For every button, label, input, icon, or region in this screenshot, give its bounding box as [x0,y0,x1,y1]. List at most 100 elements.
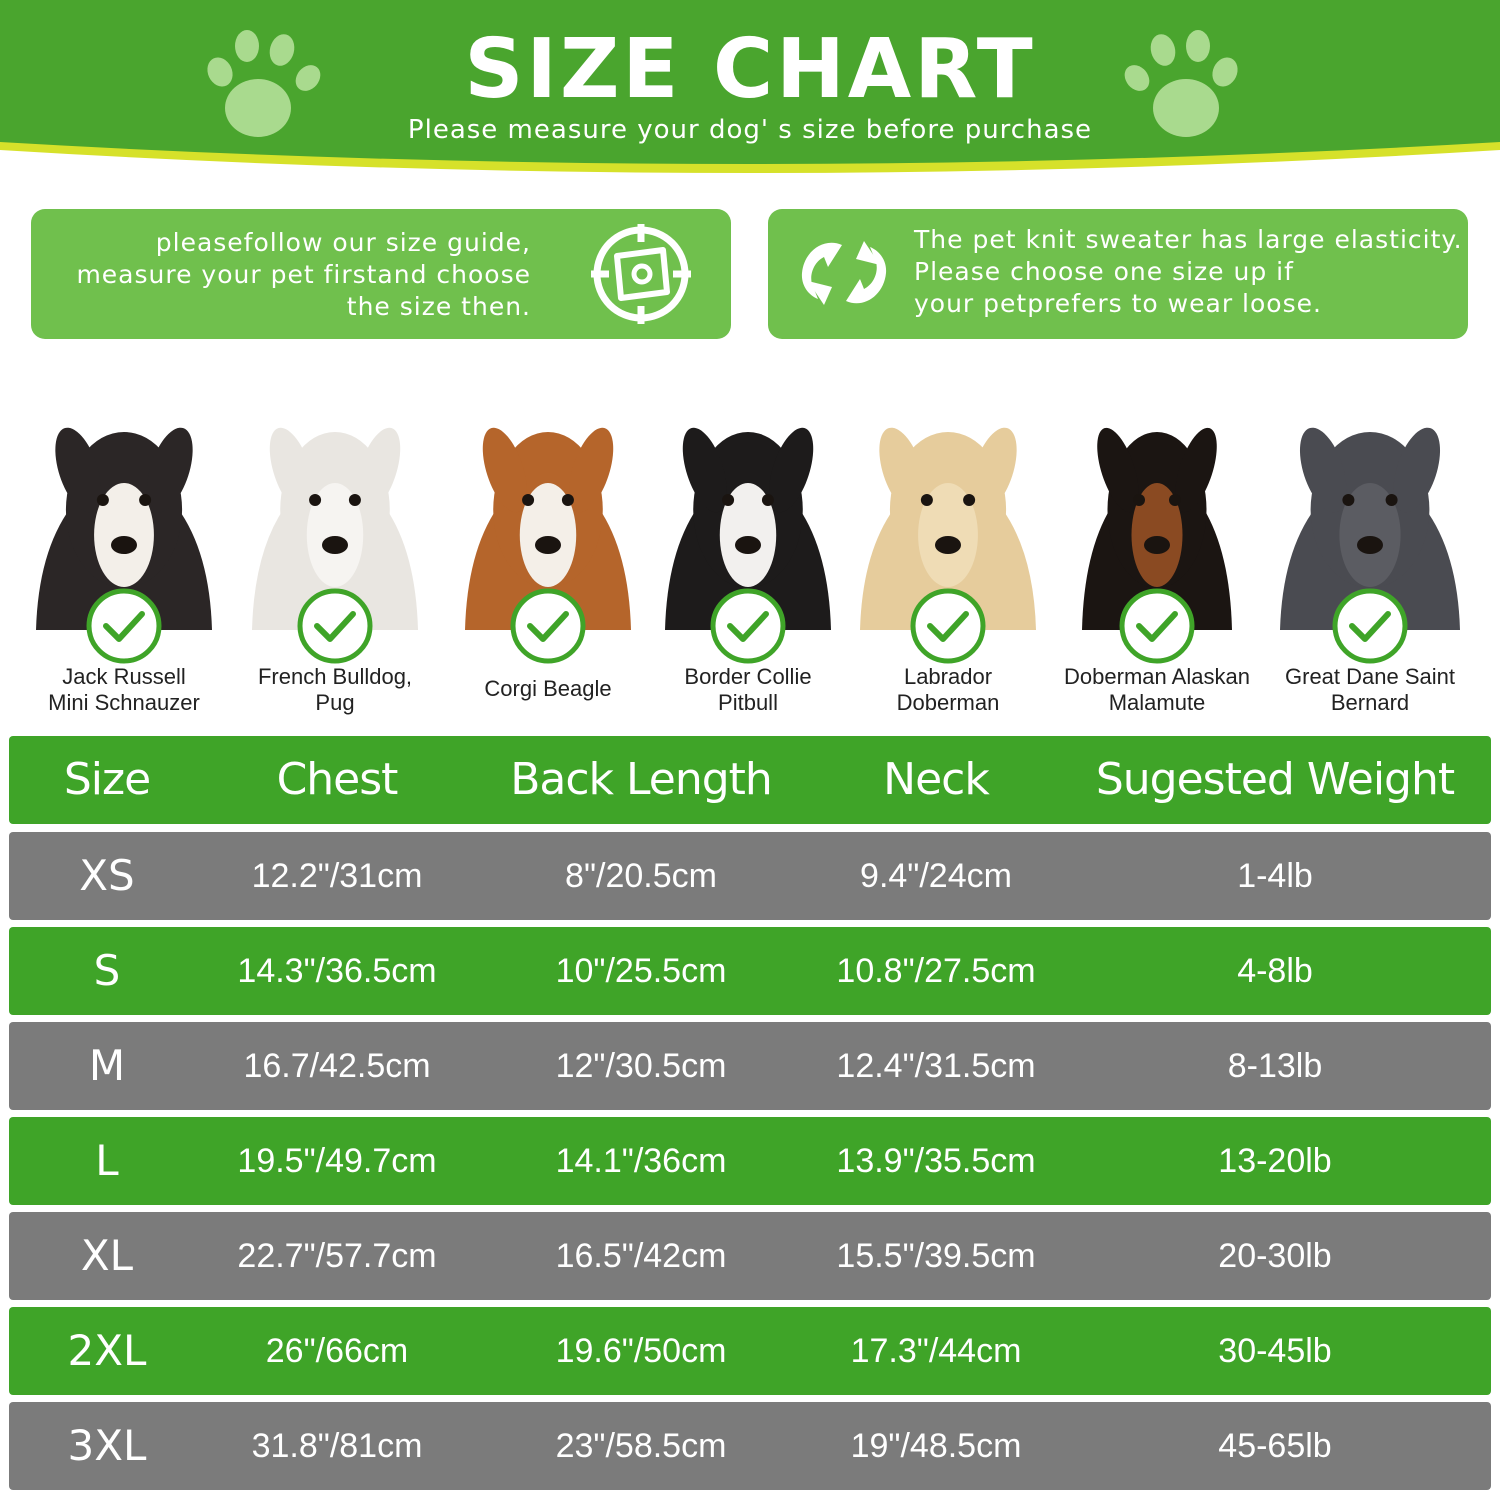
back-length-cell: 16.5"/42cm [555,1237,727,1275]
dog-breed-line: French Bulldog, [257,664,413,689]
dog-breed-line: Mini Schnauzer [48,690,200,715]
dog-breed-line: Bernard [1330,690,1410,715]
dog-breed-line: Jack Russell [62,664,186,689]
page-subtitle: Please measure your dog' s size before p… [407,115,1093,145]
info-box-measure: pleasefollow our size guide, measure you… [31,209,731,339]
header-suggested-weight: Sugested Weight [1095,754,1455,805]
size-cell: XS [79,851,135,900]
dog-card: Border Collie Pitbull [665,360,831,720]
table-row: XS 12.2"/31cm 8"/20.5cm 9.4"/24cm 1-4lb [9,832,1491,920]
back-length-cell: 14.1"/36cm [555,1142,727,1180]
check-circle-icon [710,588,786,664]
dog-breed-line: Doberman [896,690,1000,715]
page-title: SIZE CHART [464,22,1036,117]
info-line: your petprefers to wear loose. [914,289,1322,318]
check-circle-icon [86,588,162,664]
chest-cell: 14.3"/36.5cm [237,952,437,990]
dog-breed-label: Doberman Alaskan Malamute [1052,664,1262,716]
size-cell: M [88,1041,126,1090]
table-row: M 16.7/42.5cm 12"/30.5cm 12.4"/31.5cm 8-13lb [9,1022,1491,1110]
back-length-cell: 23"/58.5cm [555,1427,727,1465]
dog-breed-line: Border Collie [684,664,812,689]
back-length-cell: 19.6"/50cm [555,1332,727,1370]
neck-cell: 15.5"/39.5cm [836,1237,1036,1275]
neck-cell: 10.8"/27.5cm [836,952,1036,990]
weight-cell: 8-13lb [1227,1047,1323,1085]
weight-cell: 45-65lb [1218,1427,1332,1465]
dog-breed-label: French Bulldog, Pug [222,664,448,716]
dog-photo [1280,427,1460,630]
dog-photo [860,427,1036,630]
dog-breed-label: Great Dane Saint Bernard [1250,664,1490,716]
neck-cell: 9.4"/24cm [860,857,1012,895]
dog-card: French Bulldog, Pug [252,360,418,720]
measure-target-icon [591,224,691,324]
back-length-cell: 10"/25.5cm [555,952,727,990]
paw-icon [1124,30,1238,137]
check-circle-icon [910,588,986,664]
stretch-arrows-icon [801,241,887,305]
table-row: XL 22.7"/57.7cm 16.5"/42cm 15.5"/39.5cm 20-3… [9,1212,1491,1300]
weight-cell: 1-4lb [1237,857,1313,895]
header-banner: SIZE CHART Please measure your dog' s si… [0,0,1500,190]
weight-cell: 30-45lb [1218,1332,1332,1370]
dog-card: Doberman Alaskan Malamute [1064,360,1250,720]
header-chest: Chest [276,754,399,805]
header-neck: Neck [883,754,990,805]
check-circle-icon [1332,588,1408,664]
neck-cell: 13.9"/35.5cm [836,1142,1036,1180]
weight-cell: 13-20lb [1218,1142,1332,1180]
back-length-cell: 8"/20.5cm [565,857,717,895]
header-size: Size [63,754,151,805]
neck-cell: 12.4"/31.5cm [836,1047,1036,1085]
chest-cell: 19.5"/49.7cm [237,1142,437,1180]
chest-cell: 31.8"/81cm [251,1427,423,1465]
dog-breed-label: Border Collie Pitbull [635,664,861,716]
table-row: 2XL 26"/66cm 19.6"/50cm 17.3"/44cm 30-45lb [9,1307,1491,1395]
info-line: Please choose one size up if [914,257,1294,286]
chest-cell: 22.7"/57.7cm [237,1237,437,1275]
neck-cell: 19"/48.5cm [850,1427,1022,1465]
info-line: The pet knit sweater has large elasticit… [914,225,1463,254]
dog-breed-label: Jack Russell Mini Schnauzer [6,664,242,716]
neck-cell: 17.3"/44cm [850,1332,1022,1370]
dog-breed-line: Pitbull [718,690,778,715]
dog-card: Jack Russell Mini Schnauzer [36,360,212,720]
header-background [0,0,1500,173]
dog-photo [665,427,831,630]
dog-breed-line: Pug [315,690,355,715]
table-row: 3XL 31.8"/81cm 23"/58.5cm 19"/48.5cm 45-65lb [9,1402,1491,1490]
size-cell: 2XL [67,1326,147,1375]
dog-breed-line: Malamute [1108,690,1206,715]
dog-photo [1082,427,1232,630]
weight-cell: 20-30lb [1218,1237,1332,1275]
table-header-row: Size Chest Back Length Neck Sugested Wei… [9,736,1491,824]
chest-cell: 16.7/42.5cm [243,1047,431,1085]
dog-breed-label: Corgi Beagle [435,676,661,702]
chest-cell: 26"/66cm [265,1332,409,1370]
check-circle-icon [510,588,586,664]
dog-photo [252,427,418,630]
table-row: L 19.5"/49.7cm 14.1"/36cm 13.9"/35.5cm 13-20… [9,1117,1491,1205]
dog-breed-label: Labrador Doberman [830,664,1066,716]
info-text-elasticity: The pet knit sweater has large elasticit… [914,224,1463,320]
size-cell: XL [80,1231,134,1280]
dog-photo [36,427,212,630]
dog-card: Corgi Beagle [465,360,631,720]
table-row: S 14.3"/36.5cm 10"/25.5cm 10.8"/27.5cm 4-8lb [9,927,1491,1015]
info-line: the size then. [346,292,531,321]
header-back-length: Back Length [510,754,773,805]
info-text-measure: pleasefollow our size guide, measure you… [76,227,531,323]
dog-card: Labrador Doberman [860,360,1036,720]
info-line: pleasefollow our size guide, [155,228,531,257]
size-cell: 3XL [67,1421,147,1470]
paw-icon [207,30,321,137]
dog-photo [465,427,631,630]
info-box-elasticity: The pet knit sweater has large elasticit… [768,209,1468,339]
dog-breed-line: Doberman Alaskan [1064,664,1250,689]
dog-card: Great Dane Saint Bernard [1280,360,1460,720]
back-length-cell: 12"/30.5cm [555,1047,727,1085]
dog-breed-line: Great Dane Saint [1285,664,1455,689]
chest-cell: 12.2"/31cm [251,857,423,895]
check-circle-icon [1119,588,1195,664]
